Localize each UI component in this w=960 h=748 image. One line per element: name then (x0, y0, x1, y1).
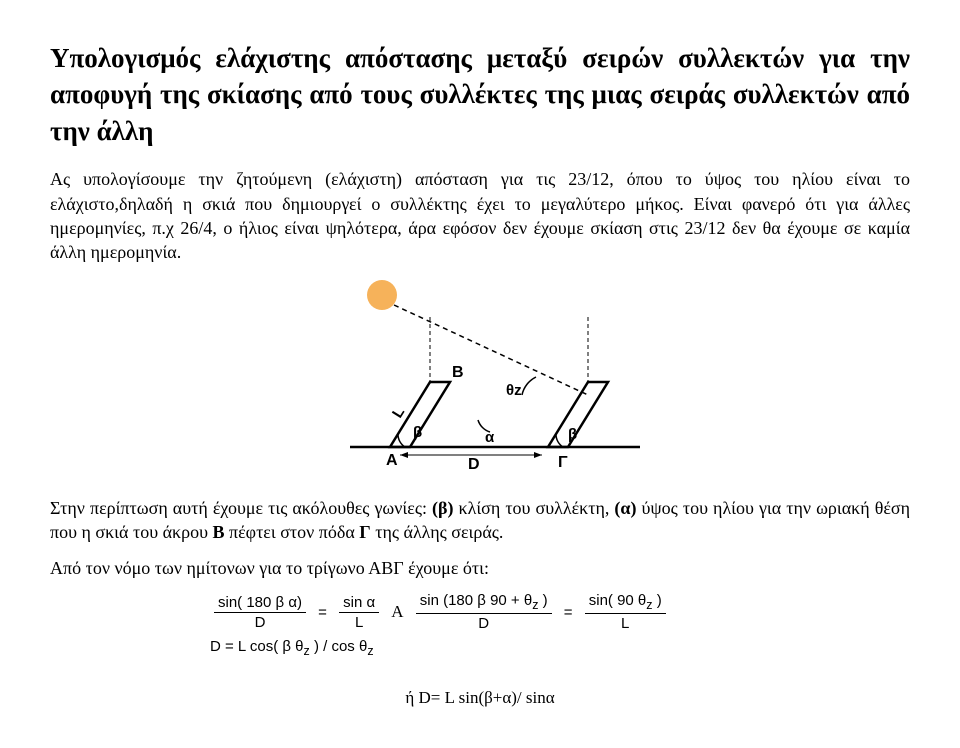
frac4-num: sin( 90 θz ) (585, 592, 666, 614)
frac-4: sin( 90 θz ) L (585, 592, 666, 632)
text-e: της άλλης σειράς. (371, 522, 504, 542)
frac4-den: L (585, 614, 666, 632)
text-b: κλίση του συλλέκτη, (453, 498, 614, 518)
text-bigB: Β (213, 522, 225, 542)
label-B: Β (452, 364, 464, 381)
text-a: Στην περίπτωση αυτή έχουμε τις ακόλουθες… (50, 498, 432, 518)
label-alpha: α (485, 429, 495, 446)
text-beta: (β) (432, 498, 453, 518)
mid-label-A: Α (391, 602, 403, 622)
dim-D-arrow-r (534, 452, 542, 458)
label-Gamma: Γ (558, 454, 568, 471)
formula-row-2: D = L cos( β θz ) / cos θz (210, 638, 910, 658)
label-D: D (468, 456, 480, 473)
frac2-den: L (339, 613, 379, 631)
frac-3: sin (180 β 90 + θz ) D (416, 592, 552, 632)
frac2-num: sin α (339, 594, 379, 613)
arc-thetaz (522, 377, 536, 395)
formula-block: sin( 180 β α) D = sin α L Α sin (180 β 9… (210, 592, 910, 658)
frac-2: sin α L (339, 594, 379, 631)
label-L: L (389, 404, 408, 421)
sun-icon (367, 280, 397, 310)
frac-1: sin( 180 β α) D (214, 594, 306, 631)
right-collector (548, 382, 608, 447)
footer-equation: ή D= L sin(β+α)/ sinα (50, 688, 910, 708)
frac3-den: D (416, 614, 552, 632)
frac3-num: sin (180 β 90 + θz ) (416, 592, 552, 614)
shading-diagram: Β L β α θz β Α D Γ (50, 277, 910, 482)
eq-sign-2: = (564, 604, 573, 621)
arc-beta-left (398, 434, 405, 447)
text-d: πέφτει στον πόδα (225, 522, 360, 542)
dim-D-arrow-l (400, 452, 408, 458)
sun-ray (394, 305, 588, 395)
label-A: Α (386, 452, 398, 469)
arc-beta-right (556, 434, 563, 447)
label-thetaz: θz (506, 382, 522, 399)
paragraph-intro: Ας υπολογίσουμε την ζητούμενη (ελάχιστη)… (50, 167, 910, 264)
eq-sign-1: = (318, 604, 327, 621)
paragraph-angles: Στην περίπτωση αυτή έχουμε τις ακόλουθες… (50, 496, 910, 545)
text-alpha: (α) (614, 498, 636, 518)
text-G: Γ (359, 522, 370, 542)
paragraph-sines-law: Από τον νόμο των ημίτονων για το τρίγωνο… (50, 556, 910, 580)
page-title: Υπολογισμός ελάχιστης απόστασης μεταξύ σ… (50, 40, 910, 149)
frac1-num: sin( 180 β α) (214, 594, 306, 613)
label-beta-left: β (413, 424, 422, 441)
frac1-den: D (214, 613, 306, 631)
label-beta-right: β (568, 426, 577, 443)
